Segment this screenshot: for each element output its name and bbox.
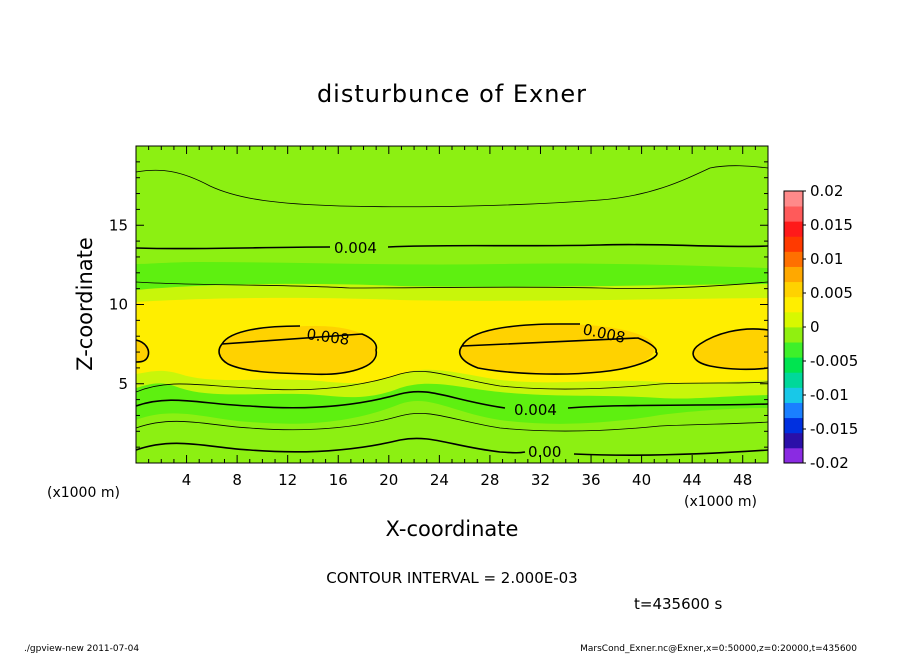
x-tick-label: 12	[278, 471, 297, 489]
colorbar-band	[784, 191, 803, 207]
axis-ticks	[136, 146, 768, 463]
y-tick-label: 5	[118, 375, 128, 393]
colorbar-tick-label: 0.02	[810, 182, 843, 200]
y-tick-label: 15	[109, 216, 128, 234]
footer-right: MarsCond_Exner.nc@Exner,x=0:50000,z=0:20…	[580, 644, 857, 654]
x-tick-label: 32	[531, 471, 550, 489]
contour-label-004-lower: 0.004	[514, 401, 557, 419]
colorbar-bands	[784, 191, 803, 464]
colorbar-tick-label: -0.005	[810, 352, 858, 370]
x-tick-label: 16	[329, 471, 348, 489]
colorbar-tick-label: 0.01	[810, 250, 843, 268]
colorbar-band	[784, 372, 803, 388]
contour-line-000	[136, 437, 768, 456]
plot-area: 0.004 0.008 0.008 0.004 0.00	[135, 145, 769, 464]
colorbar-band	[784, 402, 803, 419]
contour-interval-text: CONTOUR INTERVAL = 2.000E-03	[326, 569, 577, 587]
colorbar-tick-label: 0.005	[810, 284, 853, 302]
contour-line-top	[136, 165, 768, 208]
contour-line-008-left	[218, 325, 378, 376]
contour-label-008-left: 0.008	[305, 325, 350, 349]
contour-line-004-lower	[136, 390, 768, 409]
x-tick-label: 36	[581, 471, 600, 489]
x-tick-label: 44	[683, 471, 702, 489]
contour-labels: 0.004 0.008 0.008 0.004 0.00	[305, 239, 626, 461]
contour-line-002-lower	[136, 413, 768, 432]
x-tick-label: 24	[430, 471, 449, 489]
y-tick-label: 10	[109, 296, 128, 314]
colorbar-band	[784, 357, 803, 373]
x-tick-label: 4	[182, 471, 192, 489]
contour-lines	[136, 165, 768, 456]
footer-left: ./gpview-new 2011-07-04	[24, 644, 139, 654]
time-label: t=435600 s	[634, 595, 722, 613]
x-axis-label: X-coordinate	[386, 517, 519, 541]
contour-label-000: 0.00	[528, 443, 561, 461]
contour-fill-008-middle	[459, 324, 655, 375]
x-tick-labels: 4 8 12 16 20 24 28 32 36 40 44 48	[182, 471, 752, 489]
colorbar-band	[784, 447, 803, 464]
colorbar-tick-label: -0.02	[810, 454, 849, 472]
colorbar-tick-label: -0.015	[810, 420, 858, 438]
chart-title: disturbunce of Exner	[317, 80, 587, 108]
x-tick-label: 8	[232, 471, 242, 489]
contour-fill-008-right	[693, 328, 768, 370]
x-tick-label: 28	[480, 471, 499, 489]
contour-line-004-upper	[136, 243, 768, 250]
contour-line-008-middle	[458, 323, 658, 375]
colorbar-labels: 0.02 0.015 0.01 0.005 0 -0.005 -0.01 -0.015 -0.0…	[803, 182, 858, 472]
colorbar-band	[784, 266, 803, 283]
x-tick-label: 20	[379, 471, 398, 489]
x-unit-right: (x1000 m)	[684, 494, 757, 510]
filled-contours	[136, 146, 768, 463]
band-upper-green	[136, 146, 768, 268]
colorbar-band	[784, 296, 803, 313]
colorbar-band	[784, 311, 803, 328]
colorbar-band	[784, 236, 803, 252]
colorbar-band	[784, 327, 803, 343]
colorbar-tick-label: -0.01	[810, 386, 849, 404]
colorbar-band	[784, 206, 803, 222]
colorbar-band	[784, 221, 803, 237]
contour-line-008-edge	[136, 339, 150, 363]
colorbar-tick-label: 0	[810, 318, 820, 336]
x-tick-label: 40	[632, 471, 651, 489]
y-axis-label: Z-coordinate	[73, 237, 97, 371]
colorbar-tick-label: 0.015	[810, 216, 853, 234]
colorbar-band	[784, 417, 803, 434]
contour-line-006-upper	[136, 281, 768, 289]
y-tick-labels: 5 10 15	[109, 216, 128, 393]
contour-fill-008-left	[219, 326, 377, 375]
contour-line-008-right	[692, 328, 768, 371]
contour-label-004-upper: 0.004	[334, 239, 377, 257]
band-lower-green	[136, 401, 768, 463]
colorbar-band	[784, 342, 803, 358]
colorbar-band	[784, 432, 803, 449]
colorbar: 0.02 0.015 0.01 0.005 0 -0.005 -0.01 -0.015 -0.0…	[783, 182, 858, 472]
contour-line-006-lower	[136, 371, 768, 393]
x-tick-label: 48	[733, 471, 752, 489]
colorbar-band	[784, 281, 803, 298]
colorbar-band	[784, 251, 803, 267]
colorbar-band	[784, 387, 803, 403]
x-unit-left: (x1000 m)	[47, 485, 120, 501]
